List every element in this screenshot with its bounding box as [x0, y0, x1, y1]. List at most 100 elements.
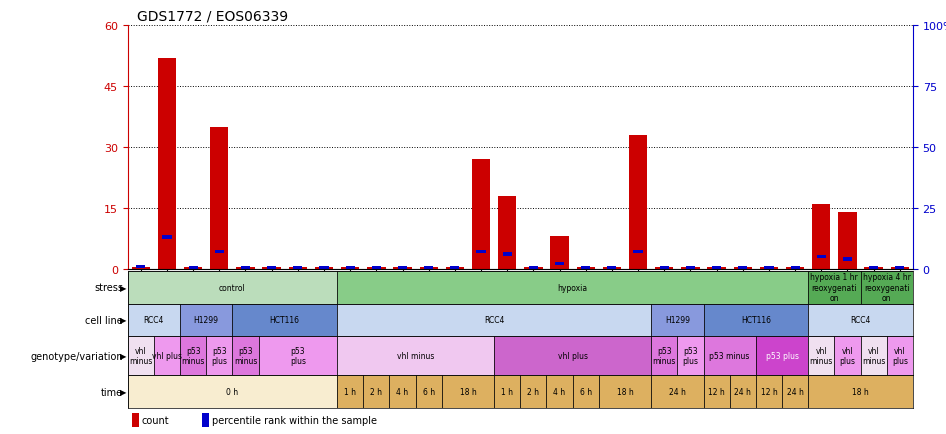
Bar	[551, 237, 569, 269]
Bar	[808, 336, 834, 375]
Bar	[494, 375, 520, 408]
Text: 24 h: 24 h	[734, 387, 751, 396]
Bar	[446, 268, 464, 269]
Text: GDS1772 / EOS06339: GDS1772 / EOS06339	[137, 10, 289, 24]
Bar	[372, 267, 381, 270]
Bar	[180, 336, 206, 375]
Bar	[576, 268, 595, 269]
Bar	[258, 336, 337, 375]
Bar	[136, 265, 146, 268]
Text: ▶: ▶	[120, 316, 127, 325]
Bar	[442, 375, 494, 408]
Text: p53
minus: p53 minus	[234, 346, 257, 365]
Text: hypoxia: hypoxia	[557, 283, 587, 292]
Bar	[128, 271, 337, 304]
Bar	[131, 268, 150, 269]
Text: p53
minus: p53 minus	[653, 346, 676, 365]
Text: 18 h: 18 h	[460, 387, 477, 396]
Text: H1299: H1299	[194, 316, 219, 325]
Bar	[572, 375, 599, 408]
Bar	[756, 336, 808, 375]
Bar	[202, 413, 209, 427]
Text: stress: stress	[94, 283, 123, 293]
Text: vhl plus: vhl plus	[152, 352, 182, 360]
Text: 18 h: 18 h	[852, 387, 869, 396]
Bar	[337, 375, 363, 408]
Bar	[659, 267, 669, 270]
Bar	[477, 250, 485, 254]
Bar	[760, 268, 779, 269]
Bar	[424, 267, 433, 270]
Bar	[128, 375, 337, 408]
Bar	[341, 268, 359, 269]
Bar	[363, 375, 390, 408]
Text: 12 h: 12 h	[761, 387, 778, 396]
Bar	[651, 336, 677, 375]
Text: ▶: ▶	[120, 387, 127, 396]
Text: vhl
minus: vhl minus	[810, 346, 833, 365]
Text: p53 minus: p53 minus	[710, 352, 750, 360]
Bar	[791, 267, 799, 270]
Text: 2 h: 2 h	[370, 387, 382, 396]
Bar	[315, 268, 333, 269]
Bar	[782, 375, 808, 408]
Text: 4 h: 4 h	[553, 387, 566, 396]
Bar	[607, 267, 617, 270]
Bar	[677, 336, 704, 375]
Bar	[131, 413, 139, 427]
Text: vhl minus: vhl minus	[397, 352, 434, 360]
Text: RCC4: RCC4	[144, 316, 164, 325]
Bar	[128, 336, 154, 375]
Bar	[895, 267, 904, 270]
Text: HCT116: HCT116	[270, 316, 300, 325]
Bar	[289, 268, 307, 269]
Bar	[498, 196, 517, 269]
Bar	[865, 268, 883, 269]
Bar	[786, 268, 804, 269]
Bar	[890, 268, 909, 269]
Bar	[262, 268, 281, 269]
Bar	[337, 304, 651, 336]
Text: 18 h: 18 h	[617, 387, 634, 396]
Text: ▶: ▶	[120, 352, 127, 360]
Text: p53 plus: p53 plus	[765, 352, 798, 360]
Text: genotype/variation: genotype/variation	[30, 351, 123, 361]
Bar	[524, 268, 543, 269]
Text: control: control	[219, 283, 246, 292]
Bar	[729, 375, 756, 408]
Bar	[233, 336, 258, 375]
Bar	[764, 267, 774, 270]
Bar	[529, 267, 538, 270]
Bar	[812, 204, 831, 269]
Bar	[128, 304, 180, 336]
Bar	[267, 267, 276, 270]
Text: RCC4: RCC4	[850, 316, 870, 325]
Text: 1 h: 1 h	[501, 387, 514, 396]
Bar	[869, 267, 878, 270]
Bar	[390, 375, 415, 408]
Bar	[415, 375, 442, 408]
Bar	[861, 336, 886, 375]
Bar	[163, 236, 171, 239]
Text: 6 h: 6 h	[423, 387, 435, 396]
Bar	[398, 267, 407, 270]
Text: RCC4: RCC4	[484, 316, 504, 325]
Bar	[738, 267, 747, 270]
Bar	[681, 268, 700, 269]
Bar	[180, 304, 233, 336]
Bar	[629, 135, 647, 269]
Bar	[188, 267, 198, 270]
Bar	[502, 253, 512, 256]
Text: vhl
minus: vhl minus	[862, 346, 885, 365]
Text: vhl plus: vhl plus	[557, 352, 587, 360]
Bar	[547, 375, 572, 408]
Bar	[337, 336, 494, 375]
Bar	[320, 267, 328, 270]
Bar	[712, 267, 721, 270]
Bar	[808, 304, 913, 336]
Text: time: time	[101, 387, 123, 397]
Text: 0 h: 0 h	[226, 387, 238, 396]
Bar	[808, 375, 913, 408]
Bar	[756, 375, 782, 408]
Text: p53
plus: p53 plus	[289, 346, 306, 365]
